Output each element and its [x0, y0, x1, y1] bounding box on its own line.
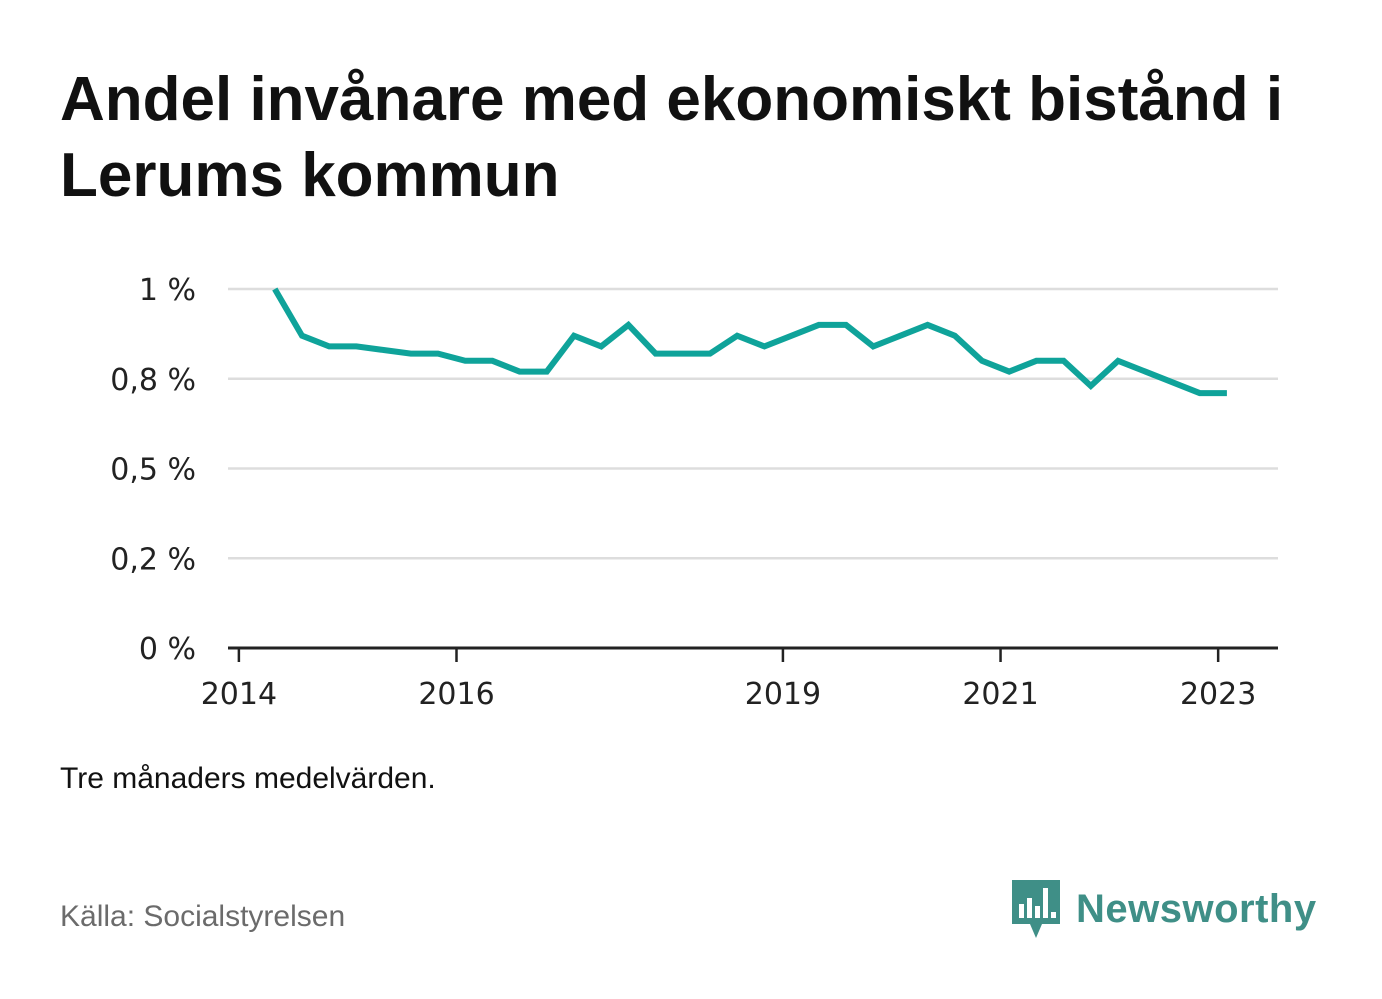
y-tick-label: 0,8 % — [110, 363, 196, 398]
x-tick-label: 2023 — [1180, 677, 1256, 712]
x-tick-label: 2019 — [745, 677, 821, 712]
chart-title: Andel invånare med ekonomiskt bistånd i … — [60, 65, 1284, 210]
x-tick-label: 2016 — [418, 677, 494, 712]
y-tick-label: 0 % — [139, 632, 196, 667]
newsworthy-logo-icon — [1012, 880, 1060, 938]
y-tick-label: 1 % — [139, 273, 196, 308]
x-tick-label: 2014 — [201, 677, 277, 712]
brand-logo[interactable]: Newsworthy — [1010, 878, 1317, 940]
source-text: Källa: Socialstyrelsen — [60, 900, 346, 933]
chart-note: Tre månaders medelvärden. — [60, 762, 436, 795]
y-tick-label: 0,2 % — [110, 542, 196, 577]
series-line — [272, 287, 1227, 397]
brand-name: Newsworthy — [1076, 886, 1317, 931]
y-tick-label: 0,5 % — [110, 453, 196, 488]
x-tick-label: 2021 — [962, 677, 1038, 712]
